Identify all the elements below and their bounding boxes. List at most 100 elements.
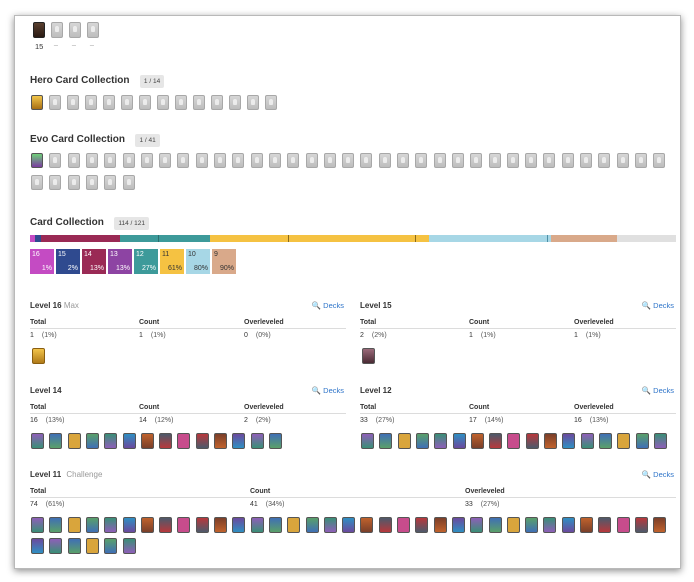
card-icon[interactable]: [525, 433, 539, 449]
card-icon[interactable]: [159, 433, 173, 449]
card-icon[interactable]: [433, 153, 446, 168]
card-icon[interactable]: [31, 538, 44, 554]
card-icon[interactable]: [177, 517, 191, 533]
card-icon[interactable]: [67, 153, 80, 168]
card-icon[interactable]: [85, 95, 97, 110]
card-icon[interactable]: [268, 433, 282, 449]
card-icon[interactable]: [85, 175, 98, 190]
card-icon[interactable]: [49, 538, 63, 554]
card-icon[interactable]: [250, 433, 264, 449]
card-icon[interactable]: [434, 433, 448, 449]
card-icon[interactable]: [397, 153, 409, 168]
level11-decks-link[interactable]: 🔍 Decks: [641, 470, 674, 479]
card-icon[interactable]: [379, 433, 393, 449]
card-icon[interactable]: [31, 153, 43, 168]
card-icon[interactable]: [397, 517, 410, 533]
card-icon[interactable]: [506, 517, 520, 533]
card-icon[interactable]: [544, 433, 557, 449]
card-icon[interactable]: [159, 517, 173, 533]
card-icon[interactable]: [616, 517, 630, 533]
card-icon[interactable]: [31, 175, 43, 190]
card-icon[interactable]: [32, 348, 45, 364]
card-icon[interactable]: [397, 433, 411, 449]
card-icon[interactable]: [543, 153, 556, 168]
card-icon[interactable]: [67, 95, 79, 110]
card-icon[interactable]: [268, 153, 281, 168]
card-icon[interactable]: [232, 433, 246, 449]
card-icon[interactable]: [342, 517, 356, 533]
card-icon[interactable]: [598, 153, 611, 168]
card-icon[interactable]: [49, 433, 63, 449]
card-icon[interactable]: [195, 517, 209, 533]
card-icon[interactable]: [67, 175, 80, 190]
card-icon[interactable]: [617, 433, 631, 449]
card-icon[interactable]: [561, 517, 575, 533]
card-icon[interactable]: [562, 433, 576, 449]
card-icon[interactable]: [175, 95, 187, 110]
card-icon[interactable]: [232, 517, 246, 533]
card-icon[interactable]: [305, 517, 319, 533]
card-icon[interactable]: [232, 153, 245, 168]
card-icon[interactable]: [489, 433, 503, 449]
card-icon[interactable]: [598, 517, 612, 533]
card-icon[interactable]: [49, 95, 61, 110]
card-icon[interactable]: [488, 517, 502, 533]
card-icon[interactable]: [287, 517, 301, 533]
card-icon[interactable]: [653, 517, 667, 533]
card-icon[interactable]: [543, 517, 557, 533]
card-icon[interactable]: [268, 517, 282, 533]
card-icon[interactable]: [104, 175, 117, 190]
level14-decks-link[interactable]: 🔍 Decks: [311, 386, 344, 395]
card-icon[interactable]: [195, 433, 209, 449]
card-icon[interactable]: [323, 153, 336, 168]
card-icon[interactable]: [415, 153, 428, 168]
card-icon[interactable]: [177, 153, 190, 168]
card-icon[interactable]: [85, 538, 99, 554]
card-icon[interactable]: [506, 153, 519, 168]
card-icon[interactable]: [67, 538, 81, 554]
card-icon[interactable]: [525, 153, 538, 168]
card-icon[interactable]: [488, 153, 501, 168]
card-icon[interactable]: [470, 153, 483, 168]
card-icon[interactable]: [121, 95, 133, 110]
card-icon[interactable]: [229, 95, 241, 110]
card-icon[interactable]: [49, 175, 62, 190]
card-icon[interactable]: [214, 153, 226, 168]
card-icon[interactable]: [67, 517, 81, 533]
card-icon[interactable]: [139, 95, 151, 110]
card-icon[interactable]: [452, 433, 466, 449]
level15-decks-link[interactable]: 🔍 Decks: [641, 301, 674, 310]
card-icon[interactable]: [67, 433, 81, 449]
card-icon[interactable]: [177, 433, 191, 449]
card-icon[interactable]: [433, 517, 447, 533]
card-icon[interactable]: [104, 433, 118, 449]
card-icon[interactable]: [525, 517, 539, 533]
card-icon[interactable]: [140, 153, 153, 168]
card-icon[interactable]: [195, 153, 208, 168]
card-icon[interactable]: [193, 95, 205, 110]
card-icon[interactable]: [140, 433, 154, 449]
card-icon[interactable]: [85, 517, 99, 533]
card-icon[interactable]: [211, 95, 223, 110]
card-icon[interactable]: [122, 433, 136, 449]
card-icon[interactable]: [31, 95, 43, 110]
card-icon[interactable]: [616, 153, 629, 168]
card-icon[interactable]: [157, 95, 169, 110]
card-icon[interactable]: [360, 517, 374, 533]
card-icon[interactable]: [250, 517, 264, 533]
card-icon[interactable]: [31, 517, 44, 533]
card-icon[interactable]: [49, 517, 63, 533]
card-icon[interactable]: [635, 433, 649, 449]
card-icon[interactable]: [85, 153, 98, 168]
card-icon[interactable]: [104, 153, 117, 168]
card-icon[interactable]: [561, 153, 574, 168]
card-icon[interactable]: [342, 153, 355, 168]
card-icon[interactable]: [122, 517, 136, 533]
card-icon[interactable]: [361, 433, 374, 449]
card-icon[interactable]: [122, 175, 135, 190]
card-icon[interactable]: [598, 433, 612, 449]
card-icon[interactable]: [415, 433, 429, 449]
card-icon[interactable]: [360, 153, 373, 168]
card-icon[interactable]: [362, 348, 375, 364]
card-icon[interactable]: [580, 433, 594, 449]
